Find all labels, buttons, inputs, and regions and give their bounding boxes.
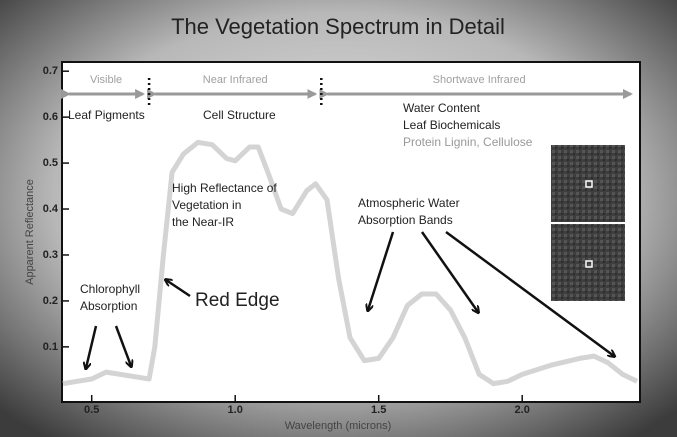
annotation: Vegetation in	[172, 198, 241, 212]
annotation: Absorption	[80, 299, 137, 313]
x-tick-label: 2.0	[515, 404, 530, 416]
annotation: Cell Structure	[203, 108, 276, 122]
y-tick-label: 0.6	[43, 111, 58, 123]
annotation: the Near-IR	[172, 215, 234, 229]
annotation: Red Edge	[195, 290, 280, 311]
y-tick-label: 0.3	[43, 249, 58, 261]
annotation: High Reflectance of	[172, 181, 277, 195]
chart: The Vegetation Spectrum in Detail Wavele…	[0, 0, 677, 437]
y-tick-label: 0.7	[43, 65, 58, 77]
annotation: Atmospheric Water	[358, 196, 460, 210]
image-tile	[551, 145, 625, 222]
annotation: Leaf Biochemicals	[403, 118, 500, 132]
x-tick-label: 0.5	[84, 404, 99, 416]
annotation: Protein Lignin, Cellulose	[403, 135, 533, 149]
y-tick-label: 0.2	[43, 295, 58, 307]
y-tick-label: 0.5	[43, 157, 58, 169]
region-label: Shortwave Infrared	[433, 74, 526, 86]
y-axis-label: Apparent Reflectance	[24, 179, 36, 285]
x-tick-label: 1.5	[371, 404, 386, 416]
x-tick-label: 1.0	[228, 404, 243, 416]
annotation: Water Content	[403, 101, 481, 115]
annotation: Chlorophyll	[80, 282, 140, 296]
y-tick-label: 0.1	[43, 341, 58, 353]
image-tile	[551, 224, 625, 301]
annotation: Leaf Pigments	[68, 108, 145, 122]
chart-title: The Vegetation Spectrum in Detail	[171, 14, 505, 39]
y-tick-label: 0.4	[43, 203, 59, 215]
annotation: Absorption Bands	[358, 213, 453, 227]
x-axis-label: Wavelength (microns)	[285, 420, 392, 432]
region-label: Near Infrared	[203, 74, 268, 86]
region-label: Visible	[90, 74, 122, 86]
